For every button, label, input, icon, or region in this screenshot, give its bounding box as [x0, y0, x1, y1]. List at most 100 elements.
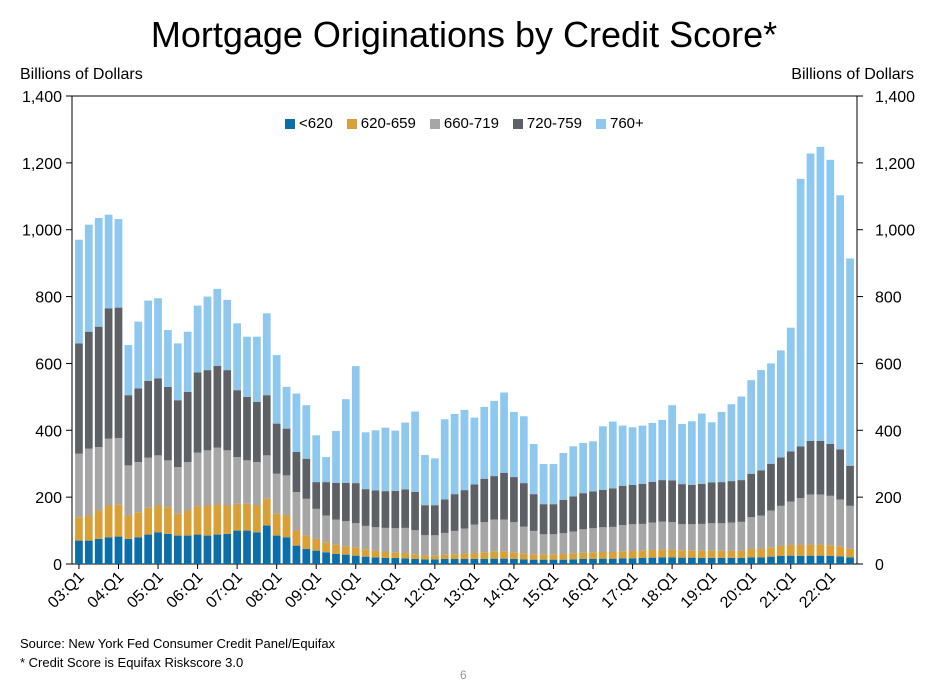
bar-segment-620	[262, 525, 271, 564]
bar-segment-620	[272, 535, 281, 564]
bar-segment-720-759	[144, 380, 153, 458]
bar-segment-720-759	[430, 505, 439, 536]
bar-segment-760	[114, 219, 123, 308]
chart-legend: <620 620-659 660-719 720-759 760+	[285, 115, 644, 132]
bar-segment-660-719	[836, 499, 845, 547]
bar-segment-760	[272, 355, 281, 424]
bar-segment-620	[589, 558, 597, 564]
bar-segment-620-659	[322, 542, 330, 553]
bar-segment-620-659	[470, 552, 479, 559]
x-tick-label: 11:Q1	[362, 569, 404, 611]
bar-segment-660-719	[717, 523, 726, 551]
bar-segment-720-759	[391, 490, 400, 529]
bar-segment-620-659	[302, 535, 311, 549]
bar-segment-760	[361, 432, 370, 490]
bar-segment-660-719	[697, 523, 706, 551]
x-tick-label: 14:Q1	[480, 569, 523, 612]
x-tick-label: 20:Q1	[717, 569, 760, 612]
bar-segment-620	[816, 555, 825, 564]
bar-segment-760	[767, 363, 775, 464]
bar-segment-620	[84, 540, 93, 564]
bar-segment-760	[154, 298, 162, 379]
bar-segment-760	[579, 442, 587, 494]
bar-segment-660-719	[490, 519, 499, 552]
bar-segment-620	[75, 540, 83, 564]
bar-segment-620-659	[312, 538, 321, 551]
bar-segment-620	[213, 534, 222, 564]
right-y-tick-label: 800	[875, 290, 902, 307]
bar-segment-720-759	[282, 428, 291, 476]
bar-segment-660-719	[342, 521, 350, 547]
bar-segment-760	[470, 417, 479, 485]
bar-segment-620-659	[628, 550, 637, 559]
bar-segment-620	[104, 537, 113, 564]
bar-segment-660-719	[460, 528, 469, 554]
legend-item: 720-759	[512, 115, 582, 132]
x-tick-label: 05:Q1	[124, 569, 167, 612]
bar-segment-620	[114, 536, 123, 564]
right-y-tick-label: 1,200	[875, 156, 915, 173]
bar-segment-660-719	[786, 501, 795, 545]
footnote: * Credit Score is Equifax Riskscore 3.0	[20, 655, 244, 670]
bar-segment-760	[490, 400, 499, 477]
bar-segment-660-719	[678, 524, 686, 551]
legend-swatch	[512, 118, 523, 129]
bar-segment-720-759	[322, 482, 330, 516]
bar-segment-660-719	[737, 521, 746, 551]
bar-segment-760	[618, 425, 627, 486]
bar-segment-620	[223, 533, 232, 564]
bar-segment-620-659	[272, 513, 281, 536]
bar-segment-620	[411, 558, 419, 564]
bar-segment-620	[569, 559, 578, 564]
bar-segment-720-759	[371, 490, 380, 528]
legend-item: 620-659	[346, 115, 416, 132]
bar-segment-720-759	[658, 480, 667, 522]
bar-segment-720-759	[628, 484, 637, 525]
bar-segment-620	[697, 557, 706, 564]
bar-segment-720-759	[549, 504, 558, 535]
bar-segment-620	[460, 558, 469, 564]
bar-segment-760	[589, 441, 597, 492]
bar-segment-620-659	[262, 498, 271, 526]
bar-segment-620	[737, 557, 746, 564]
bar-segment-620-659	[846, 548, 854, 558]
bar-segment-620-659	[688, 550, 696, 558]
bar-segment-720-759	[539, 504, 548, 535]
bar-segment-720-759	[203, 370, 212, 451]
bar-segment-720-759	[421, 505, 429, 536]
bar-segment-760	[164, 330, 172, 387]
bar-segment-760	[707, 422, 716, 483]
bar-segment-720-759	[411, 491, 419, 531]
bar-segment-620	[628, 558, 637, 564]
bar-segment-720-759	[599, 489, 607, 528]
bar-segment-720-759	[292, 452, 301, 493]
bar-segment-760	[94, 218, 103, 327]
bar-segment-760	[727, 404, 736, 482]
left-y-tick-label: 400	[35, 423, 62, 440]
bar-segment-620	[806, 555, 815, 564]
bar-segment-660-719	[104, 438, 113, 506]
bar-segment-660-719	[589, 528, 597, 553]
bar-segment-620	[608, 558, 617, 564]
bar-segment-620-659	[440, 554, 449, 559]
bar-segment-660-719	[94, 447, 103, 511]
bar-segment-620	[490, 558, 499, 564]
bar-segment-760	[500, 392, 508, 473]
bar-segment-660-719	[767, 510, 775, 548]
bar-segment-620	[638, 557, 647, 564]
bar-segment-660-719	[648, 522, 657, 550]
bar-segment-620-659	[608, 551, 617, 559]
bar-segment-660-719	[796, 498, 805, 545]
bar-segment-620	[342, 554, 350, 564]
bar-segment-760	[421, 455, 429, 506]
bar-segment-620-659	[638, 550, 647, 558]
bar-segment-760	[608, 421, 617, 489]
bar-segment-660-719	[84, 448, 93, 516]
x-tick-label: 07:Q1	[203, 569, 246, 612]
bar-segment-660-719	[510, 522, 518, 553]
bar-segment-720-759	[767, 463, 775, 511]
bar-segment-760	[440, 419, 449, 500]
bar-segment-620-659	[223, 505, 232, 534]
legend-swatch	[429, 118, 440, 129]
bar-segment-720-759	[233, 390, 241, 458]
